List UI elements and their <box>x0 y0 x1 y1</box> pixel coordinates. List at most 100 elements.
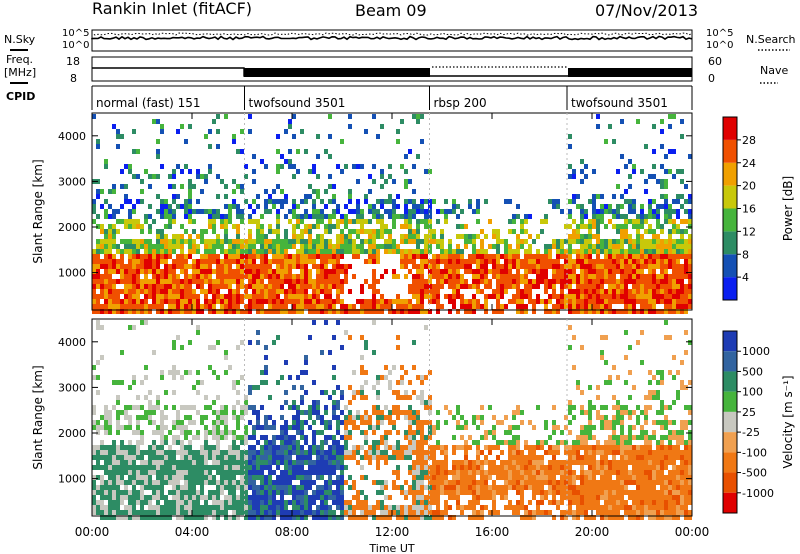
velocity-cell <box>404 455 408 460</box>
power-cell <box>328 184 332 189</box>
power-cell <box>408 249 412 254</box>
velocity-cell <box>464 425 468 430</box>
power-cell <box>248 249 252 254</box>
power-cell <box>420 199 424 204</box>
velocity-cell <box>512 415 516 420</box>
power-cell <box>332 284 336 289</box>
power-cell <box>204 304 208 309</box>
velocity-cell <box>336 500 340 505</box>
velocity-cell <box>308 455 312 460</box>
velocity-cell <box>372 505 376 510</box>
power-cell <box>544 279 548 284</box>
velocity-cell <box>412 410 416 415</box>
velocity-cell <box>172 465 176 470</box>
velocity-cell <box>104 450 108 455</box>
power-cell <box>140 199 144 204</box>
velocity-cell <box>320 455 324 460</box>
velocity-cell <box>132 500 136 505</box>
velocity-cell <box>484 445 488 450</box>
velocity-cell <box>432 425 436 430</box>
velocity-cell <box>424 465 428 470</box>
velocity-cell <box>264 490 268 495</box>
velocity-cell <box>316 450 320 455</box>
power-cell <box>188 244 192 249</box>
velocity-cell <box>488 465 492 470</box>
power-cell <box>112 259 116 264</box>
velocity-cell <box>124 495 128 500</box>
velocity-cell <box>476 485 480 490</box>
power-cell <box>592 199 596 204</box>
power-cell <box>284 264 288 269</box>
power-cell <box>172 289 176 294</box>
velocity-cell <box>268 485 272 490</box>
power-cell <box>484 284 488 289</box>
velocity-cell <box>492 510 496 515</box>
power-cell <box>380 174 384 179</box>
velocity-cell <box>236 465 240 470</box>
velocity-cell <box>564 480 568 485</box>
power-cell <box>480 264 484 269</box>
power-cell <box>596 124 600 129</box>
power-cell <box>568 309 572 314</box>
velocity-cell <box>288 460 292 465</box>
velocity-cell <box>328 475 332 480</box>
power-cell <box>568 174 572 179</box>
velocity-cell <box>504 485 508 490</box>
power-cell <box>276 279 280 284</box>
power-cell <box>96 304 100 309</box>
power-cell <box>272 299 276 304</box>
velocity-cell <box>100 465 104 470</box>
velocity-cell <box>104 445 108 450</box>
velocity-cell <box>140 460 144 465</box>
power-cell <box>188 169 192 174</box>
velocity-cell <box>472 510 476 515</box>
power-cell <box>660 299 664 304</box>
velocity-cell <box>380 510 384 515</box>
power-cell <box>660 194 664 199</box>
velocity-cell <box>236 390 240 395</box>
power-cell <box>684 209 688 214</box>
power-cell <box>332 299 336 304</box>
power-cell <box>516 244 520 249</box>
velocity-cell <box>288 445 292 450</box>
power-cell <box>568 234 572 239</box>
power-cell <box>336 299 340 304</box>
power-cell <box>656 289 660 294</box>
velocity-cell <box>188 445 192 450</box>
power-cell <box>212 254 216 259</box>
power-cell <box>644 309 648 314</box>
power-cell <box>176 264 180 269</box>
velocity-cell <box>312 465 316 470</box>
power-cell <box>496 229 500 234</box>
velocity-cell <box>544 420 548 425</box>
power-cell <box>428 219 432 224</box>
power-cell <box>576 299 580 304</box>
velocity-cell <box>336 440 340 445</box>
power-cell <box>664 274 668 279</box>
power-cell <box>220 279 224 284</box>
velocity-cell <box>372 515 376 520</box>
power-cell <box>332 209 336 214</box>
velocity-cell <box>240 405 244 410</box>
velocity-cell <box>420 445 424 450</box>
velocity-cell <box>128 465 132 470</box>
velocity-cell <box>164 435 168 440</box>
velocity-cell <box>96 465 100 470</box>
velocity-cell <box>292 435 296 440</box>
velocity-cell <box>400 455 404 460</box>
power-cell <box>580 284 584 289</box>
power-cell <box>388 214 392 219</box>
power-cell <box>352 229 356 234</box>
velocity-cell <box>516 475 520 480</box>
velocity-cell <box>136 455 140 460</box>
velocity-cell <box>184 495 188 500</box>
power-cell <box>160 199 164 204</box>
power-cell <box>684 294 688 299</box>
power-cell <box>500 239 504 244</box>
power-cell <box>208 259 212 264</box>
power-cell <box>636 224 640 229</box>
power-cell <box>636 259 640 264</box>
power-cell <box>592 214 596 219</box>
power-cell <box>288 294 292 299</box>
velocity-cell <box>172 375 176 380</box>
